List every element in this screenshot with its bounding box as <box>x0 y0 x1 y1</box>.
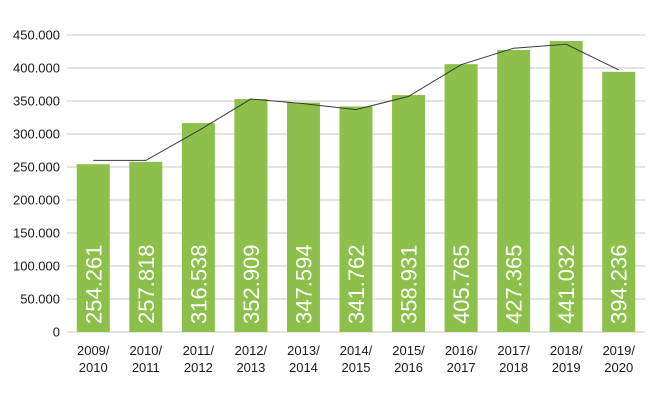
data-label: 257.818 <box>134 244 159 324</box>
trend-line <box>93 43 619 161</box>
x-tick-line: 2013 <box>236 360 265 375</box>
data-label: 427.365 <box>502 244 527 324</box>
x-tick-label: 2010/2011 <box>130 343 163 375</box>
y-tick-label: 100.000 <box>13 259 60 274</box>
y-tick-label: 50.000 <box>20 292 60 307</box>
data-label: 394.236 <box>607 244 632 324</box>
x-tick-line: 2017/ <box>497 343 530 358</box>
x-tick-line: 2015 <box>342 360 371 375</box>
x-tick-line: 2009/ <box>77 343 110 358</box>
y-tick-label: 0 <box>53 325 60 340</box>
y-tick-label: 400.000 <box>13 61 60 76</box>
x-tick-line: 2012/ <box>235 343 268 358</box>
y-tick-label: 150.000 <box>13 226 60 241</box>
x-tick-line: 2011/ <box>183 343 215 358</box>
x-tick-label: 2018/2019 <box>550 343 583 375</box>
bar <box>549 40 583 332</box>
x-tick-label: 2016/2017 <box>445 343 478 375</box>
bar <box>76 164 110 332</box>
y-tick-label: 350.000 <box>13 94 60 109</box>
x-tick-label: 2017/2018 <box>497 343 530 375</box>
x-tick-line: 2010/ <box>130 343 163 358</box>
x-tick-line: 2018 <box>499 360 528 375</box>
bar <box>286 102 320 333</box>
bar <box>497 49 531 333</box>
x-tick-label: 2009/2010 <box>77 343 110 375</box>
x-tick-label: 2013/2014 <box>287 343 320 375</box>
x-tick-label: 2014/2015 <box>340 343 373 375</box>
x-tick-line: 2013/ <box>287 343 320 358</box>
y-tick-label: 300.000 <box>13 127 60 142</box>
bar <box>129 161 163 332</box>
x-axis: 2009/20102010/20112011/20122012/20132013… <box>77 343 635 375</box>
data-label: 441.032 <box>554 244 579 324</box>
y-tick-label: 200.000 <box>13 193 60 208</box>
x-tick-line: 2012 <box>184 360 213 375</box>
x-tick-label: 2019/2020 <box>602 343 635 375</box>
data-label: 352.909 <box>239 244 264 324</box>
bar <box>392 95 426 333</box>
x-tick-label: 2015/2016 <box>392 343 425 375</box>
data-labels: 254.261 257.818 316.538 352.909 347.594 341.7… <box>81 244 631 324</box>
data-label: 341.762 <box>344 244 369 324</box>
y-tick-label: 450.000 <box>13 28 60 43</box>
x-tick-line: 2014 <box>289 360 318 375</box>
x-tick-line: 2010 <box>79 360 108 375</box>
x-tick-line: 2016/ <box>445 343 478 358</box>
data-label: 358.931 <box>397 244 422 324</box>
bar <box>181 123 215 332</box>
bar <box>339 106 373 333</box>
x-tick-line: 2015/ <box>392 343 425 358</box>
y-axis: 0 50.000 100.000 150.000 200.000 250.000 300.0… <box>13 28 60 340</box>
x-tick-line: 2011 <box>132 360 160 375</box>
bar <box>234 99 268 332</box>
x-tick-line: 2017 <box>447 360 476 375</box>
x-tick-line: 2014/ <box>340 343 373 358</box>
bar <box>444 64 478 332</box>
bars <box>76 40 636 333</box>
y-tick-label: 250.000 <box>13 160 60 175</box>
x-tick-line: 2020 <box>604 360 633 375</box>
data-label: 405.765 <box>449 244 474 324</box>
x-tick-line: 2018/ <box>550 343 583 358</box>
x-tick-label: 2012/2013 <box>235 343 268 375</box>
bar <box>602 71 636 333</box>
data-label: 316.538 <box>186 244 211 324</box>
data-label: 347.594 <box>291 244 316 324</box>
x-tick-line: 2019/ <box>602 343 635 358</box>
x-tick-line: 2019 <box>552 360 581 375</box>
x-tick-label: 2011/2012 <box>183 343 215 375</box>
data-label: 254.261 <box>81 244 106 324</box>
x-tick-line: 2016 <box>394 360 423 375</box>
